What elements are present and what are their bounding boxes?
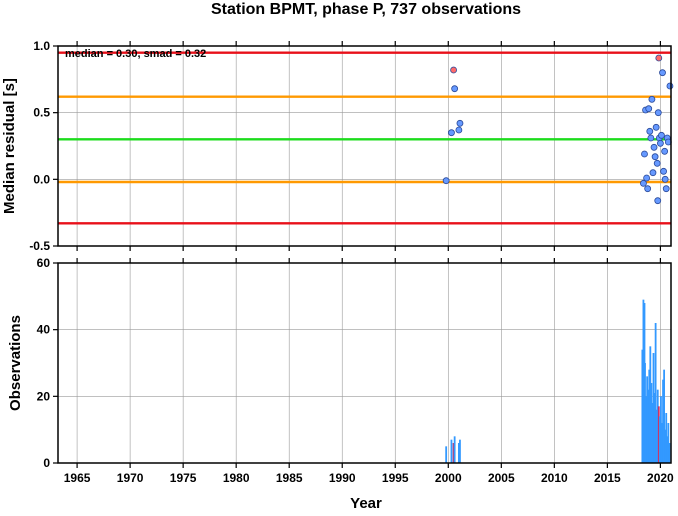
x-tick-label: 2005 — [488, 471, 515, 485]
observation-bar — [450, 439, 453, 463]
observation-bar — [657, 406, 660, 463]
median-smad-annotation: median = 0.30, smad = 0.32 — [65, 48, 206, 60]
x-tick-label: 2015 — [594, 471, 621, 485]
observation-bar — [453, 436, 456, 463]
x-tick-label: 1975 — [170, 471, 197, 485]
observation-bar — [654, 323, 657, 463]
residual-point — [654, 197, 662, 205]
residual-point — [654, 109, 662, 117]
observation-bar — [459, 439, 461, 463]
observation-bar — [452, 443, 455, 463]
residual-point — [442, 177, 450, 185]
observation-bar — [661, 423, 663, 463]
top-panel-y-ticks: -0.5 0.0 0.5 1.0 — [29, 39, 58, 253]
observation-bar — [650, 383, 653, 463]
observation-bar — [646, 376, 649, 463]
observation-bar — [662, 379, 664, 463]
top-panel-x-ticks — [76, 41, 661, 251]
top-panel-reference-lines — [58, 51, 671, 225]
top-panel-frame — [57, 45, 672, 247]
observation-bar — [641, 349, 644, 463]
residual-point — [649, 169, 657, 177]
top-panel-grid — [58, 45, 671, 247]
observation-bar — [655, 409, 658, 463]
observation-bar — [660, 396, 662, 463]
bottom-panel-grid — [58, 262, 671, 464]
x-tick-label: 2020 — [647, 471, 674, 485]
residual-point — [656, 139, 664, 147]
bottom-panel-y-axis-label: Observations — [7, 315, 24, 411]
y-tick-label: 1.0 — [33, 39, 50, 53]
residual-point — [666, 82, 674, 90]
observation-bar — [648, 369, 651, 463]
observation-bar — [645, 396, 647, 463]
residual-point — [659, 69, 666, 77]
observation-bar — [445, 446, 448, 463]
y-tick-label: 60 — [37, 256, 51, 270]
observation-bar — [658, 416, 661, 463]
observation-bar — [649, 346, 652, 463]
residual-point — [451, 85, 459, 93]
observation-bar — [647, 389, 650, 463]
residual-point — [648, 95, 656, 103]
observation-bar — [652, 353, 655, 463]
top-panel-y-axis-label: Median residual [s] — [1, 78, 18, 214]
observation-bar — [663, 369, 666, 463]
outlier-point — [450, 66, 457, 74]
y-tick-label: 0.5 — [33, 106, 50, 120]
bottom-panel-y-ticks: 0 20 40 60 — [37, 256, 58, 470]
residual-point — [661, 147, 669, 155]
residual-point — [456, 119, 464, 127]
x-axis-label: Year — [350, 495, 382, 511]
observation-bar — [668, 443, 671, 463]
x-tick-label: 1995 — [382, 471, 409, 485]
observation-bar — [664, 429, 667, 463]
residual-point — [653, 159, 661, 167]
y-tick-label: 0.0 — [33, 172, 50, 186]
observation-bar — [651, 403, 654, 463]
x-tick-label: 1990 — [329, 471, 356, 485]
y-tick-label: 40 — [37, 323, 51, 337]
y-tick-label: -0.5 — [29, 239, 50, 253]
residual-point — [646, 127, 654, 135]
observation-bar — [666, 436, 669, 463]
chart-title: Station BPMT, phase P, 737 observations — [211, 1, 521, 18]
x-tick-label: 1970 — [117, 471, 144, 485]
x-tick-label: 2010 — [541, 471, 568, 485]
residual-point — [647, 134, 655, 142]
x-tick-label: 1980 — [223, 471, 250, 485]
residual-point — [645, 105, 653, 113]
bottom-panel-bars — [445, 299, 671, 463]
residual-point — [652, 123, 660, 131]
observation-bar — [653, 393, 656, 463]
observation-bar — [656, 389, 659, 463]
x-tick-label: 2000 — [435, 471, 462, 485]
residual-point — [662, 185, 670, 193]
x-tick-label: 1985 — [276, 471, 303, 485]
x-tick-label: 1965 — [64, 471, 91, 485]
observation-bar — [457, 443, 460, 463]
residual-point — [644, 185, 652, 193]
bottom-panel-frame — [57, 262, 672, 464]
outlier-point — [655, 54, 663, 62]
observation-bar — [665, 413, 668, 463]
residual-point — [650, 143, 658, 151]
residual-point — [660, 167, 667, 175]
observation-bar — [667, 423, 670, 463]
residual-point — [643, 174, 651, 182]
y-tick-label: 20 — [37, 389, 51, 403]
observation-bar — [644, 363, 646, 463]
observation-bar — [642, 299, 645, 463]
residual-point — [455, 126, 463, 134]
residual-point — [661, 175, 669, 183]
residual-point — [641, 150, 648, 158]
residual-point — [640, 179, 647, 187]
residual-point — [651, 153, 659, 161]
residual-point — [658, 131, 665, 139]
bottom-panel-x-ticks: 1965 1970 1975 1980 1985 1990 1995 2000 2005 2010… — [64, 258, 674, 485]
residual-point — [448, 129, 455, 137]
y-tick-label: 0 — [43, 456, 50, 470]
